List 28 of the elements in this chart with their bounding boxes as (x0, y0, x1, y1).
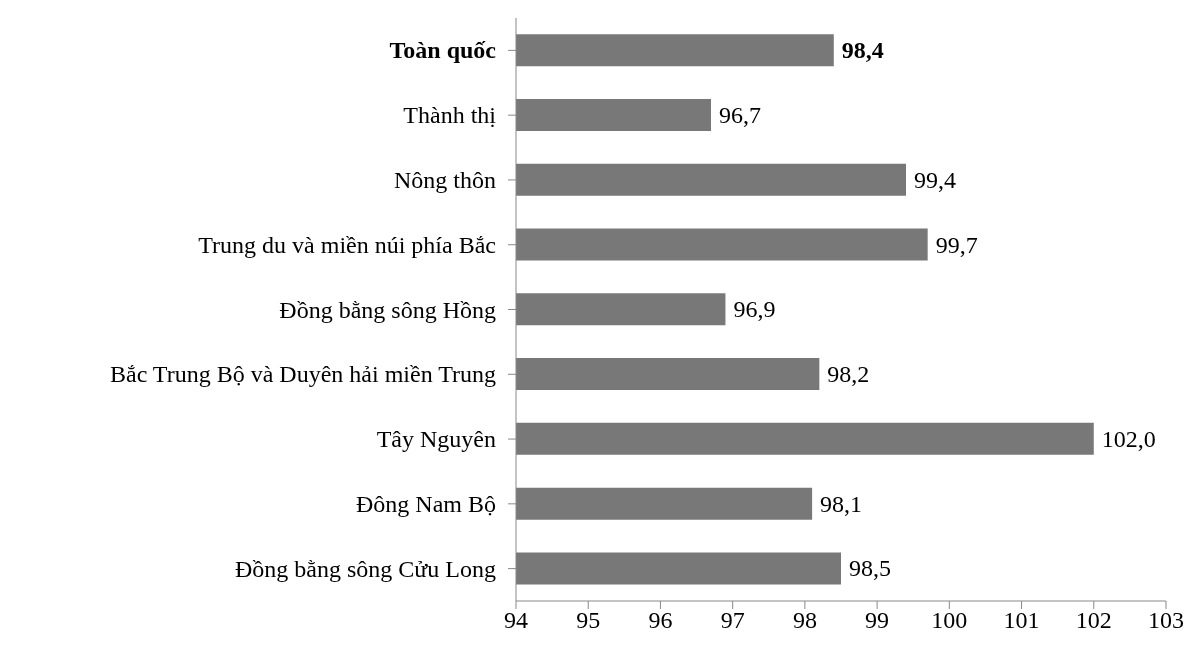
y-tick-label: Đông Nam Bộ (356, 490, 496, 517)
y-tick-label: Nông thôn (394, 166, 496, 193)
data-label: 99,4 (914, 166, 956, 193)
data-label: 102,0 (1101, 425, 1156, 452)
data-label: 98,1 (820, 490, 863, 517)
x-tick-label: 101 (1003, 607, 1040, 634)
y-tick-label: Đồng bằng sông Cửu Long (235, 555, 496, 582)
data-label: 98,4 (841, 37, 884, 64)
x-tick-label: 98 (792, 607, 817, 634)
y-tick-label: Thành thị (403, 102, 497, 129)
y-tick-label: Đồng bằng sông Hồng (279, 296, 496, 323)
x-tick-label: 100 (931, 607, 968, 634)
x-tick-label: 94 (504, 607, 528, 634)
x-tick-label: 97 (720, 607, 745, 634)
x-tick-label: 103 (1148, 607, 1184, 634)
y-tick-label: Tây Nguyên (376, 426, 496, 453)
data-label: 96,9 (733, 296, 776, 323)
data-label: 98,2 (827, 361, 870, 388)
data-label: 96,7 (719, 101, 761, 128)
y-tick-label: Trung du và miền núi phía Bắc (198, 231, 496, 258)
y-tick-label: Bắc Trung Bộ và Duyên hải miền Trung (109, 361, 496, 388)
data-label: 99,7 (935, 231, 978, 258)
x-tick-label: 99 (865, 607, 890, 634)
x-tick-label: 102 (1075, 607, 1112, 634)
x-tick-label: 95 (576, 607, 601, 634)
data-label: 98,5 (849, 555, 891, 582)
y-tick-label: Toàn quốc (389, 37, 497, 64)
x-tick-label: 96 (648, 607, 673, 634)
